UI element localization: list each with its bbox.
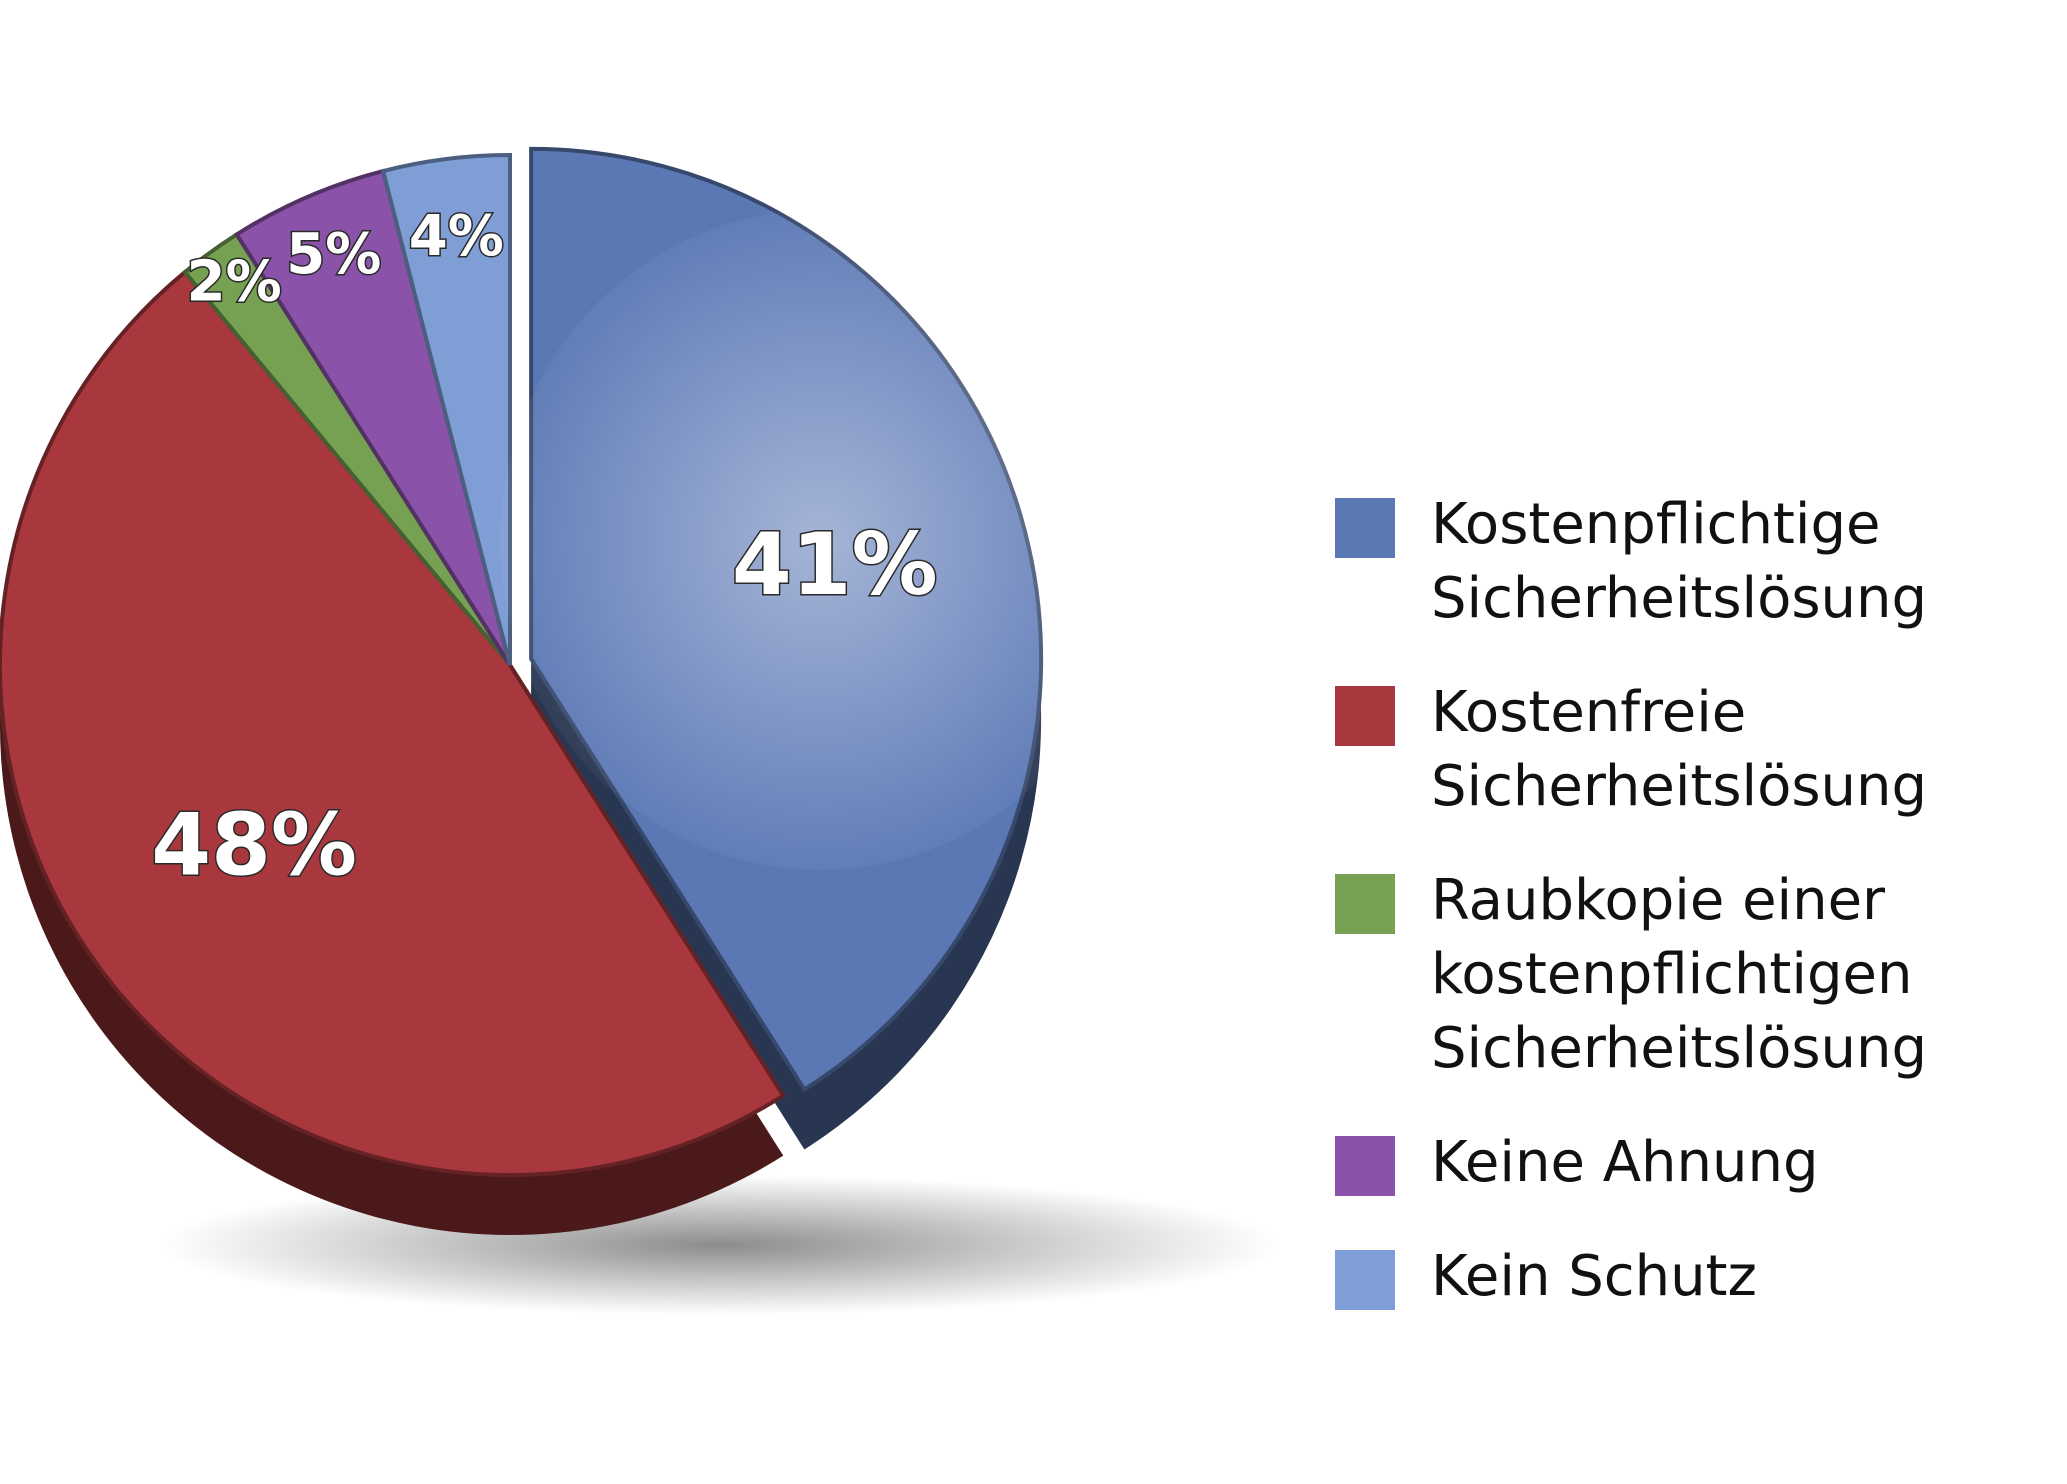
pie-slice-label-2: 48%	[151, 795, 357, 895]
pie-slice-4	[233, 168, 512, 667]
legend-label-3: Raubkopie einer kostenpflichtigen Sicher…	[1431, 868, 1928, 1081]
pie-slice-2	[0, 269, 787, 1177]
legend: Kostenpflichtige Sicherheitslösung Kosten…	[1335, 488, 2035, 1354]
legend-item-5: Kein Schutz	[1335, 1240, 2035, 1314]
pie-slices-group	[0, 146, 1044, 1177]
legend-label-1: Kostenpflichtige Sicherheitslösung	[1431, 492, 1928, 631]
legend-swatch-5	[1335, 1250, 1395, 1310]
legend-swatch-4	[1335, 1136, 1395, 1196]
legend-item-1: Kostenpflichtige Sicherheitslösung	[1335, 488, 2035, 636]
legend-item-2: Kostenfreie Sicherheitslösung	[1335, 676, 2035, 824]
pie-slice-5	[380, 152, 512, 666]
pie-slice-label-5: 4%	[409, 204, 504, 269]
pie-slice-label-1: 41%	[732, 515, 938, 615]
legend-item-3: Raubkopie einer kostenpflichtigen Sicher…	[1335, 864, 2035, 1086]
pie-labels-group: 41% 48% 2% 5% 4%	[150, 203, 939, 897]
pie-slice-label-3: 2%	[187, 250, 282, 315]
legend-label-2: Kostenfreie Sicherheitslösung	[1431, 680, 1928, 819]
legend-swatch-3	[1335, 874, 1395, 934]
legend-label-4: Keine Ahnung	[1431, 1130, 1819, 1195]
legend-label-5: Kein Schutz	[1431, 1244, 1757, 1309]
legend-item-4: Keine Ahnung	[1335, 1126, 2035, 1200]
legend-swatch-1	[1335, 498, 1395, 558]
pie-slice-label-4: 5%	[286, 222, 381, 287]
legend-swatch-2	[1335, 686, 1395, 746]
